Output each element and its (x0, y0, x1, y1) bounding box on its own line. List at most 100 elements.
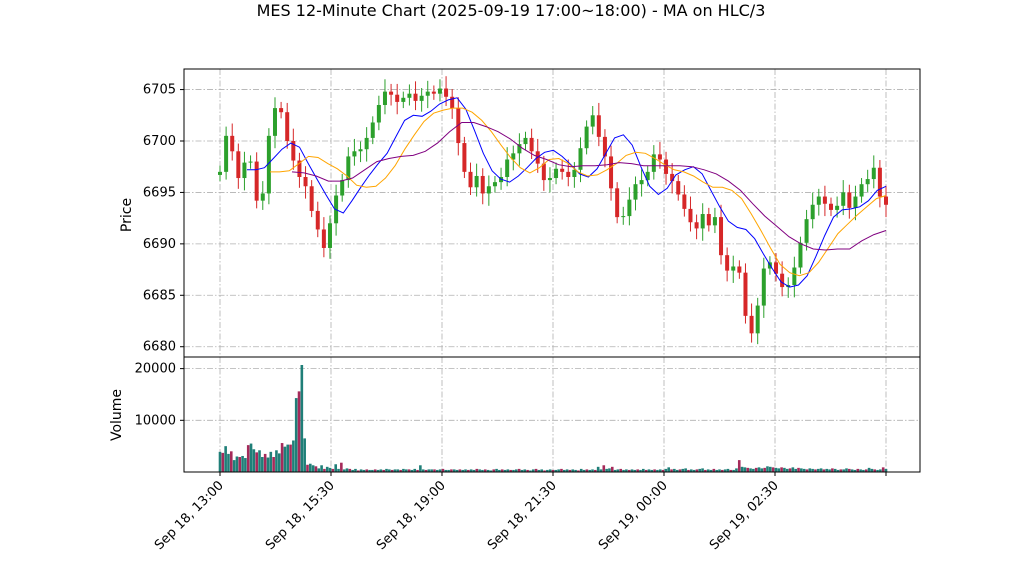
candle-body (419, 95, 424, 101)
candle-body (627, 199, 632, 217)
volume-y-ticks: 10000 20000 (135, 362, 184, 428)
volume-bar (678, 469, 682, 472)
volume-bar (879, 469, 882, 472)
volume-bar (833, 468, 837, 472)
volume-bar (825, 468, 829, 472)
candle-body (218, 171, 222, 175)
volume-bar (839, 469, 843, 472)
volume-bar (286, 444, 290, 472)
volume-bar (292, 440, 295, 472)
volume-bar (433, 469, 436, 472)
volume-bar (393, 469, 397, 472)
volume-bar (486, 469, 490, 472)
candle-body (853, 196, 858, 208)
volume-bar (351, 469, 354, 472)
candle-body (492, 182, 497, 187)
volume-bar (785, 468, 789, 472)
volume-bar (605, 468, 608, 472)
candle-body (285, 112, 290, 141)
candle-body (871, 167, 876, 180)
volume-bar (534, 468, 538, 472)
volume-bar (616, 469, 620, 472)
candle-body (798, 242, 803, 268)
candle-body (688, 208, 693, 223)
volume-bar (836, 469, 840, 472)
volume-bar (368, 469, 371, 472)
volume-bar (249, 443, 253, 472)
volume-bar (495, 468, 498, 472)
candle-body (517, 144, 522, 154)
volume-bar (520, 469, 524, 472)
candle-body (615, 188, 620, 218)
volume-bar (320, 465, 323, 472)
candle-body (877, 167, 882, 197)
volume-bar (224, 446, 227, 472)
volume-bar (348, 468, 352, 472)
volume-bar (435, 469, 439, 472)
volume-bar (424, 469, 428, 472)
volume-bar (244, 458, 247, 472)
volume-bar (323, 468, 326, 472)
volume-bar (309, 463, 312, 472)
volume-bar (238, 457, 242, 472)
volume-bar (692, 469, 696, 472)
volume-bar (328, 467, 332, 472)
volume-bar (579, 468, 583, 472)
volume-bar (218, 451, 222, 472)
volume-bar (704, 469, 707, 472)
volume-bar (667, 467, 671, 472)
volume-bar (306, 464, 309, 472)
price-y-tick-label: 6695 (143, 185, 176, 200)
volume-bar (413, 468, 417, 472)
volume-bar (814, 469, 817, 472)
volume-bar (884, 468, 888, 472)
volume-bar (289, 444, 292, 472)
volume-bar (452, 469, 456, 472)
volume-bar (498, 469, 501, 472)
volume-bar (311, 465, 315, 472)
candle-body (444, 88, 449, 97)
volume-bar (726, 468, 730, 472)
candle-body (413, 93, 418, 101)
volume-bar (822, 469, 826, 472)
volume-bar (816, 468, 820, 472)
volume-bar (382, 469, 385, 472)
candle-body (749, 315, 754, 334)
volume-bar (630, 469, 634, 472)
volume-bar (410, 469, 414, 472)
volume-bar (337, 468, 340, 472)
candle-body (774, 262, 779, 274)
candle-body (340, 180, 345, 196)
candle-body (847, 192, 852, 208)
volume-bar (870, 468, 874, 472)
volume-bar (656, 469, 659, 472)
volume-bar (277, 453, 281, 472)
volume-bar (706, 469, 710, 472)
volume-bar (633, 469, 637, 472)
volume-bar (644, 469, 648, 472)
candle-body (541, 163, 546, 181)
candle-body (480, 175, 485, 194)
price-panel: 6680 6685 6690 6695 6700 6705 Price (119, 68, 921, 358)
volume-bar (515, 469, 518, 472)
candle-body (291, 141, 296, 161)
volume-bar (275, 450, 278, 472)
volume-bar (517, 468, 521, 472)
volume-bar (729, 469, 733, 472)
volume-bar (560, 468, 563, 472)
volume-bar (867, 467, 871, 472)
volume-bar (565, 469, 569, 472)
volume-bar (478, 469, 481, 472)
volume-bar (263, 453, 267, 472)
x-tick-label: Sep 19, 00:00 (596, 478, 671, 553)
candle-body (370, 122, 375, 138)
volume-bar (334, 464, 338, 472)
volume-bar (221, 452, 225, 472)
candle-body (352, 151, 357, 157)
candle-body (474, 175, 479, 188)
volume-bar (407, 469, 411, 472)
candle-body (822, 196, 827, 204)
volume-bar (771, 467, 775, 472)
volume-bar (752, 468, 755, 472)
volume-bar (862, 469, 865, 472)
